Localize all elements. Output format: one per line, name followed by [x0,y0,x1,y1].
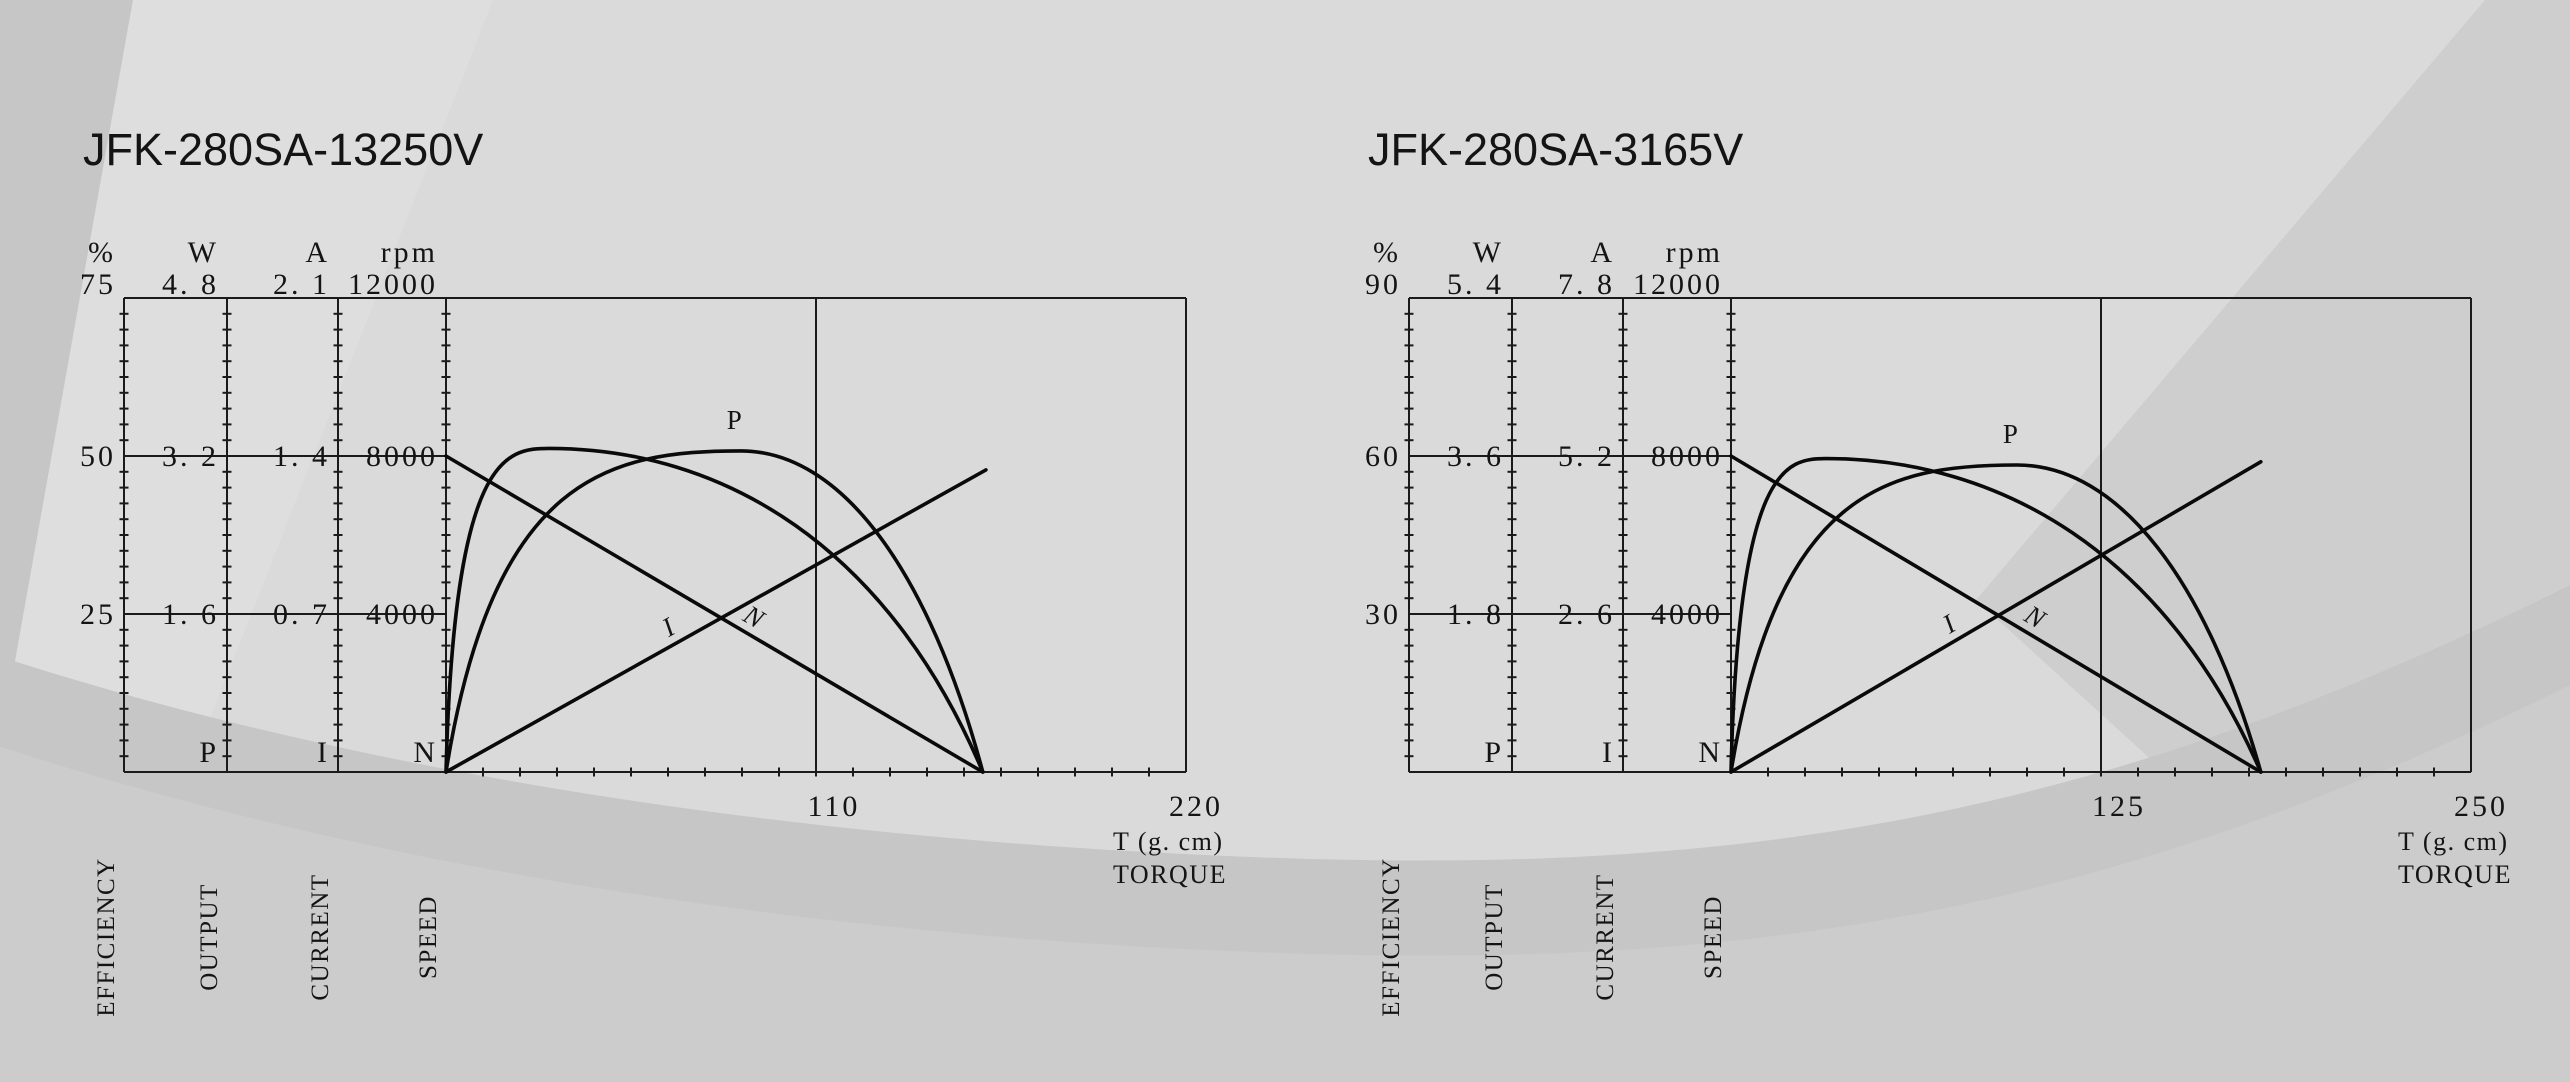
svg-text:A: A [1590,236,1615,269]
svg-text:4000: 4000 [1651,598,1723,631]
svg-text:JFK-280SA-3165V: JFK-280SA-3165V [1368,124,1743,175]
svg-text:0. 7: 0. 7 [273,598,330,631]
svg-text:SPEED: SPEED [1700,895,1727,979]
svg-text:T (g. cm): T (g. cm) [1113,827,1224,856]
svg-text:rpm: rpm [381,236,438,269]
svg-text:A: A [305,236,330,269]
svg-text:5. 4: 5. 4 [1447,268,1504,301]
svg-text:5. 2: 5. 2 [1558,440,1615,473]
svg-text:4. 8: 4. 8 [162,268,219,301]
svg-text:%: % [88,236,116,269]
svg-text:220: 220 [1169,790,1223,823]
svg-text:%: % [1373,236,1401,269]
svg-text:EFFICIENCY: EFFICIENCY [1378,857,1405,1016]
svg-text:110: 110 [808,790,861,823]
svg-text:1. 8: 1. 8 [1447,598,1504,631]
svg-text:CURRENT: CURRENT [1592,873,1619,1000]
svg-text:25: 25 [80,598,116,631]
svg-text:I: I [656,611,681,643]
svg-text:2. 1: 2. 1 [273,268,330,301]
svg-text:50: 50 [80,440,116,473]
svg-text:CURRENT: CURRENT [307,873,334,1000]
svg-text:4000: 4000 [366,598,438,631]
svg-text:8000: 8000 [1651,440,1723,473]
svg-text:7. 8: 7. 8 [1558,268,1615,301]
svg-text:250: 250 [2454,790,2508,823]
svg-text:12000: 12000 [348,268,438,301]
svg-text:P: P [727,405,742,435]
svg-text:12000: 12000 [1633,268,1723,301]
svg-text:SPEED: SPEED [415,895,442,979]
svg-text:W: W [188,236,219,269]
svg-text:75: 75 [80,268,116,301]
svg-text:125: 125 [2092,790,2146,823]
svg-text:N: N [1698,736,1723,769]
svg-text:EFFICIENCY: EFFICIENCY [93,857,120,1016]
svg-text:1. 4: 1. 4 [273,440,330,473]
svg-text:P: P [199,736,219,769]
svg-text:I: I [317,736,330,769]
svg-text:30: 30 [1365,598,1401,631]
svg-text:JFK-280SA-13250V: JFK-280SA-13250V [83,124,483,175]
svg-text:90: 90 [1365,268,1401,301]
svg-text:TORQUE: TORQUE [1113,860,1227,889]
svg-text:OUTPUT: OUTPUT [196,883,223,991]
svg-text:W: W [1473,236,1504,269]
svg-text:rpm: rpm [1666,236,1723,269]
svg-text:N: N [413,736,438,769]
svg-text:P: P [1484,736,1504,769]
svg-text:TORQUE: TORQUE [2398,860,2512,889]
svg-text:I: I [1602,736,1615,769]
svg-text:2. 6: 2. 6 [1558,598,1615,631]
svg-text:60: 60 [1365,440,1401,473]
svg-text:OUTPUT: OUTPUT [1481,883,1508,991]
svg-text:P: P [2003,419,2018,449]
svg-text:3. 6: 3. 6 [1447,440,1504,473]
svg-text:8000: 8000 [366,440,438,473]
svg-text:1. 6: 1. 6 [162,598,219,631]
svg-text:I: I [1937,608,1963,640]
svg-text:T (g. cm): T (g. cm) [2398,827,2509,856]
svg-text:3. 2: 3. 2 [162,440,219,473]
